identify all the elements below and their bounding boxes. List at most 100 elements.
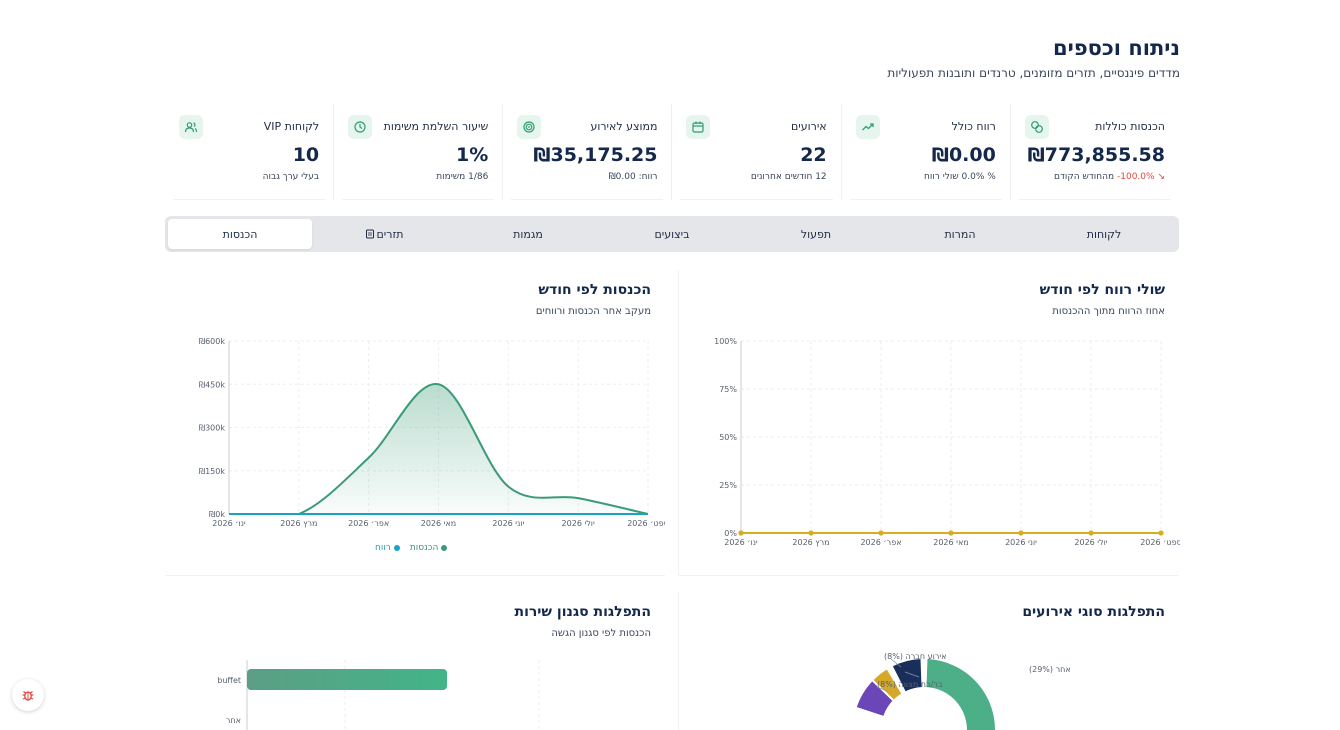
trending-up-icon: [855, 115, 880, 139]
analytics-tabs: לקוחות המרות תפעול ביצועים מגמות תזרים ה…: [165, 216, 1179, 252]
kpi-value: ₪35,175.25: [533, 144, 658, 166]
panel-title: התפלגות סוגי אירועים: [1022, 604, 1165, 620]
page-subtitle: מדדים פיננסיים, תזרים מזומנים, טרנדים ות…: [887, 66, 1180, 80]
slice-label: אירוע חברה (8%): [884, 652, 946, 661]
y-tick-label: 0%: [724, 529, 737, 538]
kpi-average-per-event: ממוצע לאירוע ₪35,175.25 רווח: ₪0.00: [503, 104, 673, 200]
tab-label: מגמות: [513, 227, 543, 241]
kpi-label: אירועים: [790, 120, 827, 133]
target-icon: [517, 115, 542, 139]
leader-line: [876, 686, 888, 692]
page-title: ניתוח וכספים: [1053, 36, 1180, 60]
margin-point: [808, 530, 814, 536]
margin-point: [1088, 530, 1094, 536]
kpi-note: רווח: ₪0.00: [608, 172, 658, 182]
trending-down-icon: ↘: [1157, 172, 1165, 182]
slice-label: אחר (29%): [1029, 665, 1071, 674]
y-tick-label: 25%: [719, 481, 737, 490]
y-tick-label: אחר: [226, 716, 241, 725]
service-style-panel: התפלגות סגנון שירות הכנסות לפי סגנון הגש…: [165, 592, 665, 730]
service-style-chart: buffet אחר: [217, 660, 540, 730]
kpi-note: 12 חודשים אחרונים: [750, 172, 827, 182]
x-tick-label: מאי 2026: [933, 538, 968, 547]
x-tick-label: מרץ 2026: [280, 519, 317, 528]
y-tick-label: ₪300k: [199, 424, 226, 433]
x-tick-label: יולי 2026: [562, 519, 595, 528]
tab-cashflow[interactable]: תזרים: [312, 219, 456, 249]
tab-label: ביצועים: [654, 227, 690, 241]
x-tick-label: מרץ 2026: [792, 538, 829, 547]
bug-report-button[interactable]: [12, 679, 44, 711]
x-tick-label: אפר׳ 2026: [348, 519, 389, 528]
kpi-note: % 0.0% שולי רווח: [923, 172, 996, 182]
kpi-label: שיעור השלמת משימות: [383, 120, 489, 133]
kpi-value: ₪0.00: [931, 144, 996, 166]
kpi-events: אירועים 22 12 חודשים אחרונים: [672, 104, 842, 200]
kpi-label: ממוצע לאירוע: [590, 120, 658, 133]
document-icon: [365, 229, 375, 239]
slice-label: בר/בת מצווה (8%): [877, 680, 943, 689]
kpi-total-profit: רווח כולל ₪0.00 % 0.0% שולי רווח: [842, 104, 1011, 200]
event-types-panel: התפלגות סוגי אירועים אחר (29%) אירוע חברה…: [678, 592, 1179, 730]
x-tick-label: מאי 2026: [421, 519, 456, 528]
kpi-vip-customers: לקוחות VIP 10 בעלי ערך גבוה: [165, 104, 335, 200]
x-tick-label: יולי 2026: [1074, 538, 1107, 547]
kpi-value: 10: [292, 144, 320, 166]
legend-label: רווח: [375, 543, 391, 553]
tab-operations[interactable]: תפעול: [744, 219, 888, 249]
clock-icon: [348, 115, 373, 139]
y-tick-label: buffet: [217, 676, 241, 685]
tab-conversions[interactable]: המרות: [888, 219, 1032, 249]
tab-label: תזרים: [376, 227, 404, 241]
event-type-slice: [890, 657, 924, 694]
kpi-note: בעלי ערך גבוה: [262, 172, 320, 182]
margin-point: [948, 530, 954, 536]
tab-revenue[interactable]: הכנסות: [168, 219, 312, 249]
tab-customers[interactable]: לקוחות: [1032, 219, 1176, 249]
tab-trends[interactable]: מגמות: [456, 219, 600, 249]
kpi-value: 1%: [456, 144, 489, 166]
y-tick-label: ₪150k: [199, 467, 226, 476]
y-tick-label: ₪0k: [209, 510, 225, 519]
margin-point: [1158, 530, 1164, 536]
panel-subtitle: מעקב אחר הכנסות ורווחים: [535, 306, 651, 317]
kpi-note-text: מהחודש הקודם: [1054, 172, 1115, 182]
leader-line: [904, 671, 920, 678]
page-header: ניתוח וכספים מדדים פיננסיים, תזרים מזומנ…: [887, 36, 1180, 80]
event-types-chart: אחר (29%) אירוע חברה (8%) בר/בת מצווה (8%): [854, 652, 1071, 730]
tab-label: לקוחות: [1086, 227, 1122, 241]
x-tick-label: אפר׳ 2026: [860, 538, 901, 547]
y-tick-label: ₪450k: [199, 380, 226, 389]
legend-item-revenue: הכנסות: [410, 543, 448, 553]
kpi-note: ↘ 100.0%- מהחודש הקודם: [1054, 172, 1165, 182]
kpi-note: 1/86 משימות: [436, 172, 489, 182]
panel-title: הכנסות לפי חודש: [538, 282, 651, 298]
panel-subtitle: אחוז הרווח מתוך ההכנסות: [1052, 306, 1165, 317]
x-tick-label: ספט׳ 2026: [627, 519, 665, 528]
y-tick-label: 75%: [719, 385, 737, 394]
y-tick-label: 100%: [714, 337, 737, 346]
calendar-icon: [686, 115, 711, 139]
kpi-label: הכנסות כוללות: [1095, 120, 1165, 133]
revenue-area: [229, 383, 648, 514]
coins-icon: [1024, 115, 1049, 139]
kpi-task-completion: שיעור השלמת משימות 1% 1/86 משימות: [334, 104, 504, 200]
tab-performance[interactable]: ביצועים: [600, 219, 744, 249]
margin-point: [878, 530, 884, 536]
kpi-value: ₪773,855.58: [1027, 144, 1165, 166]
event-type-slice: [854, 678, 896, 719]
panel-subtitle: הכנסות לפי סגנון הגשה: [551, 628, 651, 639]
bug-icon: [21, 688, 35, 702]
x-tick-label: ספט׳ 2026: [1140, 538, 1180, 547]
kpi-value: 22: [800, 144, 827, 166]
legend-item-profit: רווח: [375, 543, 400, 553]
tab-label: הכנסות: [222, 227, 258, 241]
kpi-label: רווח כולל: [951, 120, 996, 133]
margin-point: [1018, 530, 1024, 536]
revenue-panel: הכנסות לפי חודש מעקב אחר הכנסות ורווחים …: [165, 270, 665, 576]
y-tick-label: ₪600k: [199, 337, 226, 346]
x-tick-label: ינו׳ 2026: [212, 519, 246, 528]
tab-label: תפעול: [800, 227, 832, 241]
revenue-chart: ₪0k ₪150k ₪300k ₪450k ₪600k ינו׳ 2026 מרץ 2026…: [199, 337, 665, 528]
y-tick-label: 50%: [719, 433, 737, 442]
